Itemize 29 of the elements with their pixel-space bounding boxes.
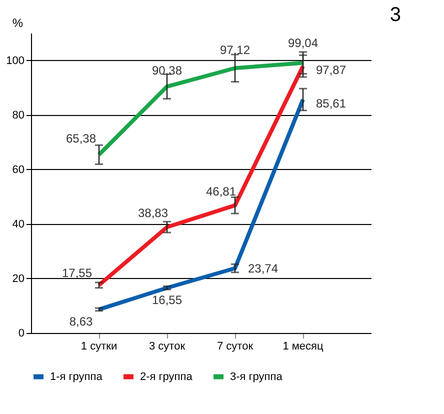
data-label: 8,63: [69, 314, 93, 328]
data-label: 46,81: [206, 184, 236, 198]
data-label: 90,38: [152, 64, 182, 78]
legend-label: 1-я группа: [50, 370, 104, 383]
data-label: 17,55: [62, 266, 92, 280]
data-label: 97,12: [220, 43, 250, 58]
x-tick-label: 3 суток: [148, 340, 186, 352]
x-tick-label: 1 месяц: [282, 340, 324, 352]
y-tick-label: 20: [12, 272, 24, 285]
data-label: 23,74: [248, 261, 278, 276]
x-tick-label: 1 сутки: [80, 340, 118, 352]
line-series: [97, 60, 305, 157]
y-axis-title: %: [12, 16, 24, 30]
y-tick-label: 0: [18, 328, 24, 340]
data-label: 38,83: [138, 206, 168, 220]
y-tick-label: 80: [12, 109, 24, 122]
x-tick-label: 7 суток: [216, 340, 254, 352]
legend-label: 2-я группа: [140, 370, 194, 383]
data-label: 85,61: [316, 96, 346, 111]
data-label: 99,04: [288, 36, 318, 50]
data-label: 16,55: [152, 292, 182, 307]
data-label: 97,87: [316, 63, 346, 78]
y-tick-label: 100: [6, 54, 24, 67]
y-tick-label: 60: [12, 164, 24, 176]
text: 3: [390, 4, 401, 26]
y-tick-label: 40: [12, 218, 24, 230]
data-label: 65,38: [66, 132, 96, 146]
line-series: [97, 64, 305, 288]
legend-label: 3-я группа: [230, 370, 284, 383]
